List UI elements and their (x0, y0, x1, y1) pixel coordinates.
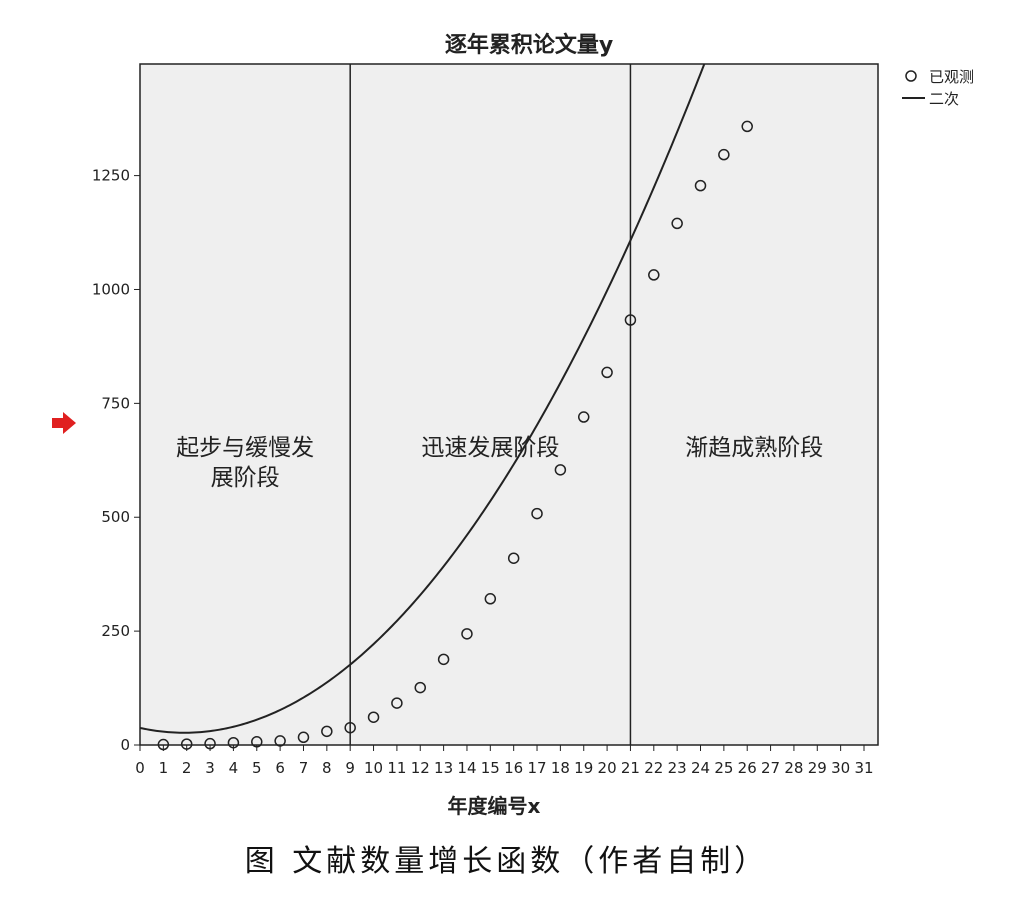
data-point (321, 725, 333, 738)
x-tick-label: 23 (668, 759, 687, 777)
data-point (694, 179, 707, 192)
data-point (507, 552, 520, 564)
x-tick-label: 25 (714, 759, 733, 777)
x-axis-label: 年度编号x (448, 794, 541, 818)
x-tick-label: 22 (644, 759, 663, 777)
data-point (601, 366, 613, 379)
x-tick-label: 30 (831, 759, 850, 777)
x-tick-label: 12 (411, 759, 430, 777)
region-label: 展阶段 (211, 465, 280, 491)
data-point (297, 731, 310, 744)
data-point (671, 217, 683, 230)
region-label: 迅速发展阶段 (421, 435, 559, 461)
y-tick-label: 1250 (92, 167, 130, 185)
x-tick-label: 0 (135, 759, 145, 777)
legend-label-observed: 已观测 (929, 68, 974, 86)
x-tick-label: 13 (434, 759, 453, 777)
data-point (718, 148, 730, 161)
x-tick-label: 31 (854, 759, 873, 777)
x-tick-label: 28 (784, 759, 803, 777)
x-tick-label: 5 (252, 759, 262, 777)
x-tick-label: 8 (322, 759, 332, 777)
data-point (484, 593, 497, 605)
x-tick-label: 20 (598, 759, 617, 777)
x-tick-label: 21 (621, 759, 640, 777)
x-tick-label: 18 (551, 759, 570, 777)
data-point (367, 711, 380, 723)
data-point (554, 464, 567, 476)
data-point (648, 269, 660, 281)
x-tick-label: 19 (574, 759, 593, 777)
x-tick-label: 16 (504, 759, 523, 777)
data-point (461, 628, 473, 640)
data-point (437, 653, 450, 666)
data-point (741, 120, 753, 133)
red-arrow-icon (52, 412, 76, 434)
x-tick-label: 29 (808, 759, 827, 777)
y-tick-label: 250 (101, 622, 130, 640)
x-tick-label: 9 (345, 759, 355, 777)
legend-marker-observed (905, 70, 917, 82)
x-tick-label: 14 (457, 759, 476, 777)
chart-title: 逐年累积论文量y (445, 32, 613, 58)
x-tick-label: 27 (761, 759, 780, 777)
x-tick-label: 1 (159, 759, 169, 777)
x-tick-label: 11 (387, 759, 406, 777)
x-tick-label: 3 (205, 759, 215, 777)
plot-area (139, 63, 879, 746)
data-point (391, 697, 403, 709)
x-tick-label: 7 (299, 759, 309, 777)
data-point (531, 507, 543, 520)
figure-caption: 图 文献数量增长函数（作者自制） (244, 844, 769, 879)
x-tick-label: 26 (738, 759, 757, 777)
x-tick-label: 17 (527, 759, 546, 777)
y-tick-label: 500 (101, 508, 130, 526)
y-tick-label: 1000 (92, 280, 130, 298)
region-label: 渐趋成熟阶段 (685, 435, 823, 461)
region-label: 起步与缓慢发 (176, 435, 314, 461)
x-tick-label: 10 (364, 759, 383, 777)
legend-label-fit: 二次 (929, 90, 959, 108)
data-point (624, 314, 637, 326)
y-tick-label: 0 (120, 736, 130, 754)
y-tick-label: 750 (101, 394, 130, 412)
x-tick-label: 4 (229, 759, 239, 777)
x-tick-label: 6 (275, 759, 285, 777)
data-point (414, 681, 427, 694)
x-tick-label: 24 (691, 759, 710, 777)
fit-curve-quadratic (140, 64, 706, 734)
data-point (344, 721, 356, 734)
x-tick-label: 2 (182, 759, 192, 777)
x-tick-label: 15 (481, 759, 500, 777)
data-point (577, 411, 590, 423)
